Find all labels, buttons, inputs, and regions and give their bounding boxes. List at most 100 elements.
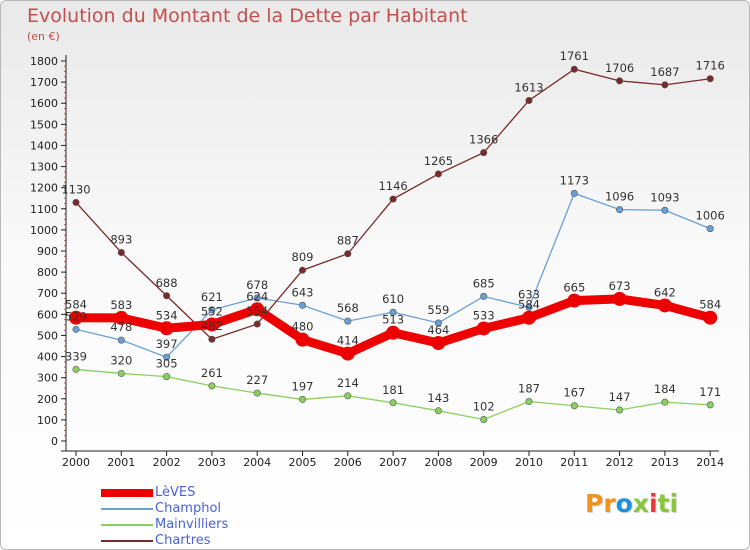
data-label-mainvilliers: 227	[246, 373, 268, 387]
data-point-chartres	[253, 320, 261, 328]
x-tick-label: 2001	[107, 456, 135, 469]
data-label-champhol: 1096	[605, 190, 634, 204]
data-label-l-ves: 533	[473, 308, 495, 322]
data-label-l-ves: 624	[246, 289, 268, 303]
data-label-chartres: 1613	[514, 80, 543, 94]
y-tick-label: 500	[37, 329, 58, 342]
data-point-chartres	[706, 75, 714, 83]
data-point-chartres	[570, 65, 578, 73]
data-label-champhol: 633	[518, 287, 540, 301]
data-label-mainvilliers: 197	[292, 379, 314, 393]
series-lines	[69, 65, 718, 423]
data-label-chartres: 1761	[560, 49, 589, 63]
x-tick-label: 2007	[379, 456, 407, 469]
legend-item-l-ves: LèVES	[101, 485, 321, 501]
data-point-mainvilliers	[253, 389, 261, 397]
data-point-l-ves	[657, 298, 672, 313]
x-tick-label: 2011	[560, 456, 588, 469]
data-label-mainvilliers: 143	[427, 391, 449, 405]
legend-label: LèVES	[155, 485, 196, 500]
data-point-mainvilliers	[434, 407, 442, 415]
x-tick-label: 2002	[153, 456, 181, 469]
data-label-mainvilliers: 102	[473, 399, 495, 413]
data-label-l-ves: 665	[563, 281, 585, 295]
legend-label: Chartres	[155, 533, 211, 548]
data-point-l-ves	[204, 317, 219, 332]
y-tick-label: 1800	[30, 55, 58, 68]
legend-item-chartres: Chartres	[101, 533, 321, 549]
legend-swatch	[101, 540, 153, 542]
data-point-mainvilliers	[570, 402, 578, 410]
data-label-mainvilliers: 181	[382, 383, 404, 397]
data-point-champhol	[525, 303, 533, 311]
data-label-l-ves: 414	[337, 334, 359, 348]
legend-item-champhol: Champhol	[101, 501, 321, 517]
x-tick-label: 2003	[198, 456, 226, 469]
data-label-chartres: 688	[156, 276, 178, 290]
y-tick-label: 300	[37, 372, 58, 385]
chart-title: Evolution du Montant de la Dette par Hab…	[27, 5, 468, 27]
data-labels: 584 583 534 552 624 480 414 513 464 533 584 665 673 6…	[61, 49, 724, 413]
legend-swatch	[101, 489, 153, 497]
data-point-chartres	[344, 250, 352, 258]
data-label-l-ves: 534	[156, 308, 178, 322]
data-point-mainvilliers	[344, 392, 352, 400]
data-point-l-ves	[522, 310, 536, 325]
data-label-chartres: 809	[292, 250, 314, 264]
data-point-l-ves	[159, 321, 174, 336]
data-label-l-ves: 583	[110, 298, 132, 312]
data-point-chartres	[117, 248, 125, 256]
data-label-champhol: 1093	[650, 190, 679, 204]
data-point-champhol	[570, 189, 578, 197]
data-point-chartres	[389, 195, 397, 203]
data-label-champhol: 678	[246, 278, 268, 292]
data-label-l-ves: 584	[699, 298, 721, 312]
data-label-mainvilliers: 147	[609, 390, 631, 404]
data-label-champhol: 643	[292, 285, 314, 299]
x-tick-label: 2009	[470, 456, 498, 469]
data-label-l-ves: 480	[292, 320, 314, 334]
data-point-champhol	[661, 206, 669, 214]
data-label-mainvilliers: 214	[337, 376, 359, 390]
data-label-chartres: 1265	[424, 154, 453, 168]
data-point-l-ves	[250, 302, 265, 317]
data-label-champhol: 529	[65, 309, 87, 323]
data-label-mainvilliers: 187	[518, 382, 540, 396]
data-point-mainvilliers	[163, 373, 171, 381]
data-point-mainvilliers	[661, 398, 669, 406]
data-point-chartres	[616, 77, 624, 85]
data-label-l-ves: 584	[65, 298, 87, 312]
data-point-chartres	[298, 266, 306, 274]
y-tick-label: 700	[37, 287, 58, 300]
data-point-mainvilliers	[298, 395, 306, 403]
chart-unit: (en €)	[27, 30, 60, 43]
y-tick-label: 1600	[30, 97, 58, 110]
legend-swatch	[101, 524, 153, 526]
data-label-chartres: 482	[201, 319, 223, 333]
data-label-champhol: 621	[201, 290, 223, 304]
x-tick-label: 2006	[334, 456, 362, 469]
data-point-mainvilliers	[208, 382, 216, 390]
data-point-mainvilliers	[72, 365, 80, 373]
data-label-l-ves: 642	[654, 285, 676, 299]
data-point-champhol	[72, 325, 80, 333]
legend-swatch	[101, 508, 153, 510]
y-tick-label: 1400	[30, 139, 58, 152]
data-label-chartres: 1706	[605, 61, 634, 75]
data-point-l-ves	[703, 310, 718, 325]
legend-item-mainvilliers: Mainvilliers	[101, 517, 321, 533]
data-label-champhol: 397	[156, 337, 178, 351]
y-tick-label: 1700	[30, 76, 58, 89]
data-label-champhol: 1173	[560, 173, 589, 187]
data-label-champhol: 1006	[696, 209, 725, 223]
data-point-champhol	[163, 353, 171, 361]
axes: 0 100 200 300 400 500 600 700 800 900 1000 1100 1200…	[30, 55, 724, 469]
legend-label: Mainvilliers	[155, 517, 229, 532]
data-point-chartres	[208, 335, 216, 343]
data-label-champhol: 559	[427, 303, 449, 317]
y-tick-label: 900	[37, 245, 58, 258]
data-label-champhol: 610	[382, 292, 404, 306]
x-tick-label: 2013	[651, 456, 679, 469]
data-label-chartres: 893	[110, 232, 132, 246]
